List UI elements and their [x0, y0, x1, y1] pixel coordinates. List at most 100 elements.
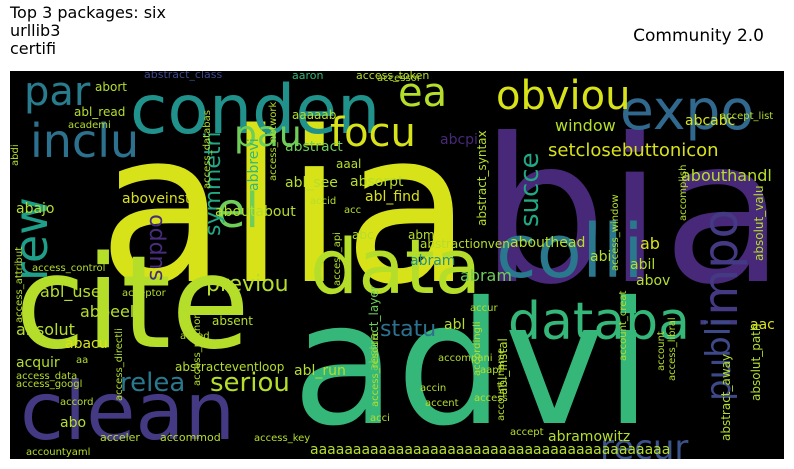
- word-13: par: [24, 71, 91, 115]
- word-71: abstract_syntax: [475, 130, 489, 226]
- word-73: absolut_valu: [752, 185, 766, 261]
- word-72: abstract_layer: [367, 285, 381, 371]
- community-label: Community 2.0: [633, 26, 764, 46]
- word-108: abdi: [10, 144, 21, 166]
- word-79: access_googl: [16, 379, 82, 390]
- word-35: absorpt: [350, 174, 404, 190]
- word-84: access_databas: [202, 110, 213, 189]
- word-33: abl_see: [285, 175, 338, 191]
- word-83: access_network: [268, 101, 279, 181]
- word-103: acceptor: [122, 288, 167, 299]
- word-44: abl_read: [74, 105, 125, 119]
- word-11: focu: [330, 110, 416, 156]
- word-98: accompani: [438, 353, 493, 364]
- word-20: publi: [699, 317, 739, 401]
- word-68: abl_instal: [496, 338, 510, 395]
- word-61: absent: [212, 314, 253, 328]
- word-2: advi: [292, 266, 652, 459]
- word-12: inclu: [30, 114, 139, 168]
- word-0: alia: [98, 86, 472, 331]
- word-10: obviou: [496, 73, 630, 119]
- word-109: academi: [68, 120, 111, 131]
- word-40: abram: [410, 253, 455, 269]
- word-26: suppo: [143, 214, 168, 281]
- word-105: accid: [310, 196, 336, 207]
- title-line-1: Top 3 packages: six: [10, 3, 166, 22]
- word-56: abouthead: [510, 235, 585, 251]
- word-27: symmetri: [201, 131, 226, 236]
- word-85: access_directli: [114, 328, 125, 401]
- word-23: previou: [206, 272, 289, 297]
- word-70: aaaaaaaaaaaaaaaaaaaaaaaaaaaaaaaaaaaaaaaa…: [310, 442, 670, 458]
- word-86: access_api: [332, 232, 343, 286]
- word-96: accord: [60, 397, 94, 408]
- word-54: abil: [630, 257, 655, 273]
- word-102: aapl: [480, 365, 501, 376]
- word-81: access_python: [192, 312, 203, 386]
- word-30: abcabc: [685, 113, 735, 129]
- word-51: abc: [352, 228, 374, 242]
- word-107: acc: [344, 205, 361, 216]
- word-37: aboveinstal: [122, 191, 203, 207]
- word-38: abajo: [16, 201, 55, 217]
- word-21: relea: [120, 368, 185, 398]
- word-6: colli: [496, 209, 644, 295]
- word-3: cite: [15, 229, 250, 378]
- word-41: abbrevi: [246, 138, 262, 191]
- word-112: aa: [76, 355, 88, 366]
- word-52: abi: [590, 249, 611, 265]
- word-65: aac: [750, 317, 775, 333]
- word-78: access_attribut: [14, 247, 25, 323]
- word-57: abstractionven: [420, 237, 510, 251]
- word-15: pau: [234, 114, 302, 155]
- word-113: accur: [470, 303, 498, 314]
- chart-title: Top 3 packages: six urllib3 certifi: [10, 4, 166, 58]
- word-32: abstract: [285, 139, 343, 155]
- word-94: accommod: [160, 431, 221, 444]
- word-115: accountyaml: [26, 447, 90, 458]
- word-28: window: [555, 116, 616, 135]
- word-95: acceler: [100, 431, 140, 444]
- word-17: rew: [10, 197, 58, 281]
- word-104: acced: [180, 331, 210, 342]
- word-87: access_key: [254, 433, 310, 444]
- word-89: access_libral: [667, 317, 678, 381]
- word-48: aaaaab: [292, 108, 336, 122]
- word-42: abcpi: [440, 132, 478, 148]
- word-8: databa: [508, 292, 690, 352]
- word-93: account: [656, 331, 667, 371]
- word-5: conden: [130, 71, 380, 150]
- word-25: succe: [515, 152, 545, 227]
- word-34: abl_find: [365, 189, 420, 205]
- word-53: ab: [640, 234, 660, 253]
- word-39: abram: [460, 266, 512, 285]
- word-97: accordingli: [472, 321, 483, 376]
- word-88: access: [474, 393, 508, 404]
- word-18: impo: [693, 209, 749, 329]
- title-line-3: certifi: [10, 39, 57, 58]
- word-58: abl_use: [40, 282, 101, 302]
- word-67: acquir: [16, 355, 60, 371]
- title-line-2: urllib3: [10, 21, 61, 40]
- word-101: acci: [370, 413, 390, 424]
- word-92: account_creat: [618, 290, 629, 361]
- word-106: accessor: [377, 73, 422, 84]
- word-22: seriou: [210, 368, 290, 398]
- word-114: accept: [510, 427, 544, 438]
- word-77: access_control: [32, 263, 105, 274]
- word-19: recur: [600, 428, 688, 459]
- word-46: aaron: [292, 71, 323, 82]
- word-29: setclosebuttonicon: [548, 140, 719, 161]
- word-45: abstract_class: [144, 71, 222, 81]
- word-59: abbeel: [80, 302, 134, 321]
- word-64: abl_run: [294, 363, 346, 379]
- word-111: accomplish: [678, 165, 689, 221]
- word-14: ea: [398, 71, 447, 116]
- cloud-background: [10, 71, 784, 459]
- word-49: aaal: [336, 157, 361, 171]
- word-80: access_data: [16, 371, 77, 382]
- word-31: abouthandl: [681, 166, 772, 185]
- word-9: expo: [620, 78, 754, 142]
- word-99: accent: [425, 398, 459, 409]
